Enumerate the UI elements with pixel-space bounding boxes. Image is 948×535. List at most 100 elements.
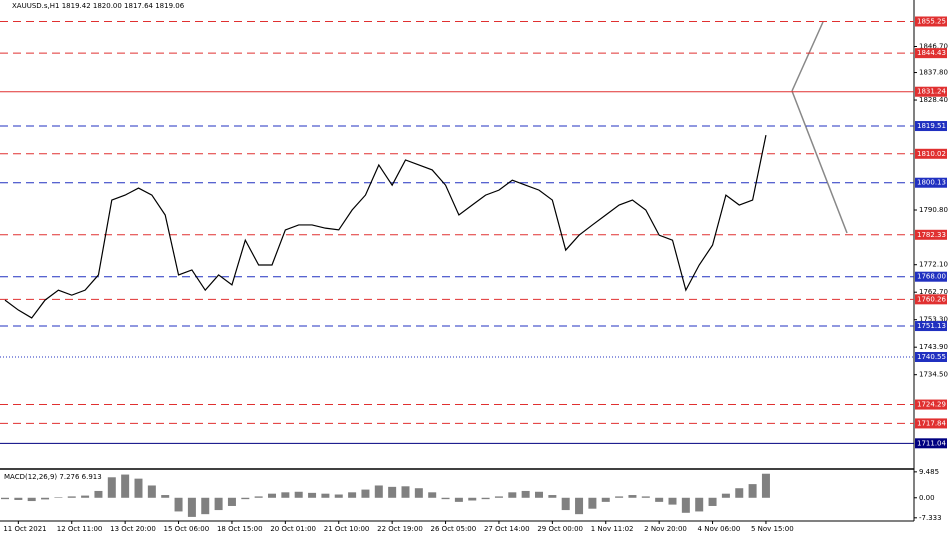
level-label-box bbox=[915, 438, 947, 449]
macd-bar bbox=[601, 497, 610, 502]
macd-bar bbox=[214, 497, 223, 511]
y-tick-label: 1837.80 bbox=[919, 69, 948, 77]
x-tick-label: 22 Oct 19:00 bbox=[377, 525, 423, 533]
y-tick-label: 1743.90 bbox=[919, 343, 948, 351]
x-tick-label: 13 Oct 20:00 bbox=[110, 525, 156, 533]
macd-bar bbox=[468, 497, 477, 501]
macd-bar bbox=[67, 496, 76, 498]
macd-bar bbox=[41, 497, 50, 500]
level-label: 1819.51 bbox=[917, 122, 946, 130]
chart-title: XAUUSD.s,H1 1819.42 1820.00 1817.64 1819… bbox=[12, 2, 185, 10]
y-tick-label: 1828.40 bbox=[919, 96, 948, 104]
macd-bar bbox=[548, 495, 557, 498]
level-label: 1831.24 bbox=[917, 88, 946, 96]
level-label: 1782.33 bbox=[917, 231, 946, 239]
macd-bar bbox=[107, 477, 116, 498]
level-label-box bbox=[915, 399, 947, 410]
macd-bar bbox=[695, 497, 704, 512]
level-label-box bbox=[915, 351, 947, 362]
macd-bar bbox=[615, 496, 624, 498]
macd-bar bbox=[121, 474, 130, 498]
macd-bar bbox=[281, 492, 290, 498]
macd-bar bbox=[681, 497, 690, 513]
y-tick-label: 1846.70 bbox=[919, 43, 948, 51]
x-tick-label: 4 Nov 06:00 bbox=[698, 525, 741, 533]
macd-bar bbox=[294, 491, 303, 498]
macd-bar bbox=[321, 493, 330, 498]
macd-bar bbox=[388, 486, 397, 498]
level-label: 1810.02 bbox=[917, 150, 946, 158]
macd-y-tick-label: -7.333 bbox=[919, 514, 942, 522]
forecast-arrow bbox=[791, 90, 848, 234]
level-label-box bbox=[915, 229, 947, 240]
macd-bar bbox=[575, 497, 584, 515]
macd-bar bbox=[761, 473, 770, 498]
x-tick-label: 11 Oct 2021 bbox=[3, 525, 46, 533]
macd-bar bbox=[588, 497, 597, 509]
level-label: 1711.04 bbox=[917, 439, 946, 447]
macd-y-tick-label: 0.00 bbox=[919, 494, 935, 502]
x-tick-label: 21 Oct 10:00 bbox=[324, 525, 370, 533]
level-label: 1760.26 bbox=[917, 295, 946, 303]
macd-y-tick-label: 9.485 bbox=[919, 468, 939, 476]
macd-bar bbox=[401, 486, 410, 498]
macd-bar bbox=[227, 497, 236, 506]
y-tick-label: 1734.50 bbox=[919, 371, 948, 379]
y-tick-label: 1772.10 bbox=[919, 261, 948, 269]
level-label-box bbox=[915, 48, 947, 59]
macd-title: MACD(12,26,9) 7.276 6.913 bbox=[4, 473, 102, 481]
macd-bar bbox=[1, 497, 9, 500]
macd-bar bbox=[628, 495, 637, 498]
macd-bar bbox=[374, 485, 383, 498]
x-tick-label: 15 Oct 06:00 bbox=[164, 525, 210, 533]
macd-bar bbox=[94, 490, 103, 498]
macd-bar bbox=[201, 497, 210, 515]
level-label-box bbox=[915, 418, 947, 429]
macd-bar bbox=[708, 497, 717, 506]
level-label-box bbox=[915, 148, 947, 159]
level-label-box bbox=[915, 177, 947, 188]
x-tick-label: 5 Nov 15:00 bbox=[751, 525, 794, 533]
macd-bar bbox=[361, 489, 370, 498]
level-label: 1844.43 bbox=[917, 49, 946, 57]
macd-bar bbox=[174, 497, 183, 512]
macd-bar bbox=[334, 494, 343, 498]
macd-bar bbox=[134, 478, 143, 498]
macd-bar bbox=[348, 492, 357, 498]
macd-bar bbox=[27, 497, 36, 502]
macd-bar bbox=[81, 495, 90, 498]
level-label-box bbox=[915, 86, 947, 97]
price-line bbox=[4, 135, 767, 319]
macd-bar bbox=[508, 492, 517, 498]
level-label-box bbox=[915, 294, 947, 305]
macd-bar bbox=[721, 493, 730, 498]
x-tick-label: 12 Oct 11:00 bbox=[57, 525, 103, 533]
macd-bar bbox=[655, 497, 664, 502]
x-tick-label: 1 Nov 11:02 bbox=[591, 525, 634, 533]
macd-bar bbox=[241, 497, 250, 500]
level-label: 1717.84 bbox=[917, 419, 946, 427]
macd-bar bbox=[161, 495, 170, 498]
macd-bar bbox=[54, 497, 63, 498]
macd-bar bbox=[748, 484, 757, 498]
macd-bar bbox=[668, 497, 677, 505]
macd-bar bbox=[735, 488, 744, 498]
level-label-box bbox=[915, 16, 947, 27]
macd-bar bbox=[187, 497, 196, 517]
macd-bar bbox=[561, 497, 570, 511]
y-tick-label: 1753.30 bbox=[919, 316, 948, 324]
macd-bar bbox=[494, 496, 503, 498]
x-tick-label: 26 Oct 05:00 bbox=[431, 525, 477, 533]
level-label: 1800.13 bbox=[917, 179, 946, 187]
x-tick-label: 29 Oct 00:00 bbox=[537, 525, 583, 533]
level-label-box bbox=[915, 321, 947, 332]
x-tick-label: 27 Oct 14:00 bbox=[484, 525, 530, 533]
macd-bar bbox=[414, 488, 423, 498]
macd-bar bbox=[481, 497, 490, 500]
x-tick-label: 20 Oct 01:00 bbox=[270, 525, 316, 533]
macd-bar bbox=[254, 496, 263, 498]
level-label: 1855.25 bbox=[917, 17, 946, 25]
forecast-arrow bbox=[791, 21, 824, 92]
